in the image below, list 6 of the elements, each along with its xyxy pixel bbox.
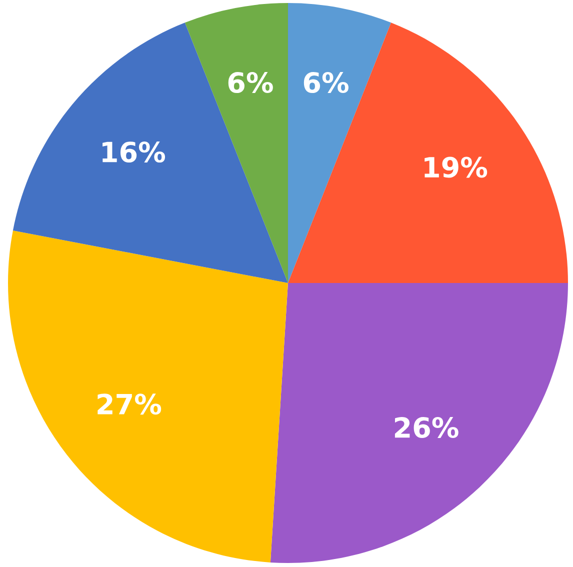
data-label: 26%: [394, 417, 458, 438]
data-label: 6%: [228, 72, 273, 94]
data-label: 6%: [304, 72, 348, 94]
data-label: 19%: [424, 156, 488, 178]
data-label: 27%: [98, 394, 162, 415]
data-label: 16%: [102, 142, 166, 163]
